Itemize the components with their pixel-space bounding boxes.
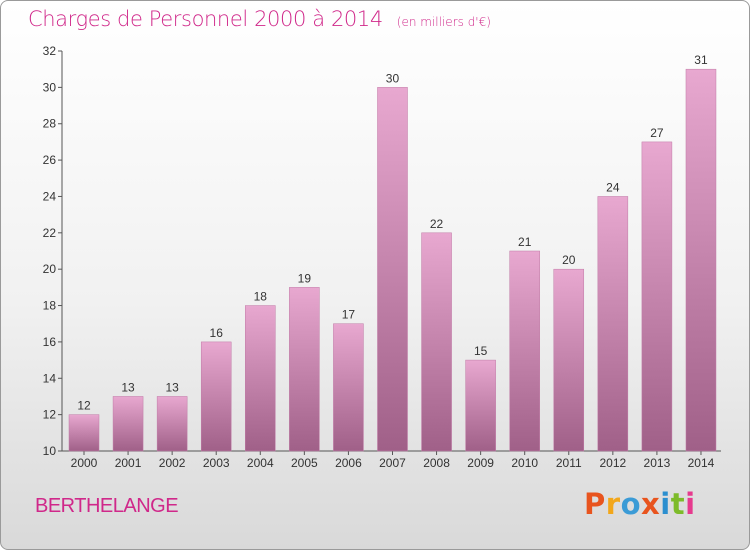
chart-subtitle: (en milliers d'€) bbox=[396, 15, 491, 29]
bar-value-label: 12 bbox=[77, 399, 91, 413]
x-tick-label: 2000 bbox=[71, 456, 98, 470]
bar-2003 bbox=[200, 341, 232, 452]
y-tick-label: 26 bbox=[43, 153, 57, 167]
bar-2007 bbox=[377, 87, 408, 452]
y-tick-label: 12 bbox=[43, 408, 57, 422]
y-tick-label: 30 bbox=[43, 80, 57, 94]
x-tick-label: 2005 bbox=[291, 456, 318, 470]
x-tick-label: 2010 bbox=[511, 456, 538, 470]
y-tick-label: 28 bbox=[43, 117, 57, 131]
bar-value-label: 19 bbox=[298, 271, 312, 285]
chart-title-text: Charges de Personnel 2000 à 2014 bbox=[28, 7, 383, 31]
x-tick-label: 2009 bbox=[467, 456, 494, 470]
x-tick-label: 2001 bbox=[115, 456, 142, 470]
x-tick-label: 2008 bbox=[423, 456, 450, 470]
bar-value-label: 24 bbox=[606, 180, 620, 194]
bar-value-label: 21 bbox=[518, 235, 532, 249]
bar-2006 bbox=[333, 323, 364, 452]
bar-2011 bbox=[553, 268, 585, 452]
bar-2012 bbox=[597, 196, 629, 452]
bar-2009 bbox=[465, 359, 496, 452]
commune-name: BERTHELANGE bbox=[35, 495, 179, 517]
y-tick-label: 18 bbox=[43, 299, 57, 313]
y-tick-label: 16 bbox=[43, 335, 57, 349]
logo-letter: i bbox=[660, 487, 671, 521]
bar-value-label: 27 bbox=[650, 126, 664, 140]
y-tick-label: 24 bbox=[43, 189, 57, 203]
y-tick-label: 14 bbox=[43, 371, 57, 385]
bar-2014 bbox=[685, 68, 717, 452]
logo-letter: r bbox=[605, 487, 621, 521]
proxiti-logo[interactable]: Proxiti bbox=[584, 487, 696, 521]
chart-axes: 10 12 14 16 18 20 22 24 26 28 30 32 2000 2001 2002 2003… bbox=[43, 44, 721, 470]
bar-2002 bbox=[156, 396, 188, 452]
bar-value-label: 31 bbox=[694, 53, 708, 67]
x-tick-label: 2013 bbox=[644, 456, 671, 470]
bar-value-label: 18 bbox=[254, 290, 268, 304]
bar-value-label: 17 bbox=[342, 308, 356, 322]
y-tick-label: 22 bbox=[43, 226, 57, 240]
y-tick-label: 20 bbox=[43, 262, 57, 276]
x-tick-label: 2004 bbox=[247, 456, 274, 470]
bar-value-label: 13 bbox=[121, 380, 135, 394]
x-tick-label: 2007 bbox=[379, 456, 406, 470]
bar-2013 bbox=[641, 141, 673, 452]
logo-letter: o bbox=[620, 487, 642, 521]
x-tick-label: 2014 bbox=[688, 456, 715, 470]
x-tick-label: 2011 bbox=[556, 456, 582, 470]
bar-value-label: 20 bbox=[562, 253, 576, 267]
bar-value-label: 30 bbox=[386, 71, 400, 85]
x-tick-label: 2002 bbox=[159, 456, 186, 470]
logo-letter: i bbox=[685, 487, 696, 521]
bar-2004 bbox=[245, 305, 276, 452]
x-tick-label: 2006 bbox=[335, 456, 362, 470]
bar-value-label: 16 bbox=[210, 326, 224, 340]
logo-letter: P bbox=[584, 487, 606, 521]
bar-2010 bbox=[509, 250, 540, 452]
bar-value-label: 15 bbox=[474, 344, 488, 358]
bar-value-label: 22 bbox=[430, 217, 444, 231]
bar-2005 bbox=[289, 287, 320, 452]
bar-value-label: 13 bbox=[165, 380, 179, 394]
logo-letter: x bbox=[641, 487, 661, 521]
y-tick-label: 10 bbox=[43, 444, 57, 458]
y-tick-label: 32 bbox=[43, 44, 57, 58]
x-tick-label: 2012 bbox=[599, 456, 626, 470]
chart-title: Charges de Personnel 2000 à 2014 (en mill… bbox=[28, 7, 491, 31]
chart-bars: 12 13 13 16 18 19 17 30 22 15 21 20 24 27 31 bbox=[68, 53, 717, 452]
x-tick-label: 2003 bbox=[203, 456, 230, 470]
bar-2001 bbox=[112, 396, 144, 452]
logo-letter: t bbox=[670, 487, 686, 521]
bar-2000 bbox=[68, 414, 100, 452]
bar-2008 bbox=[421, 232, 452, 452]
